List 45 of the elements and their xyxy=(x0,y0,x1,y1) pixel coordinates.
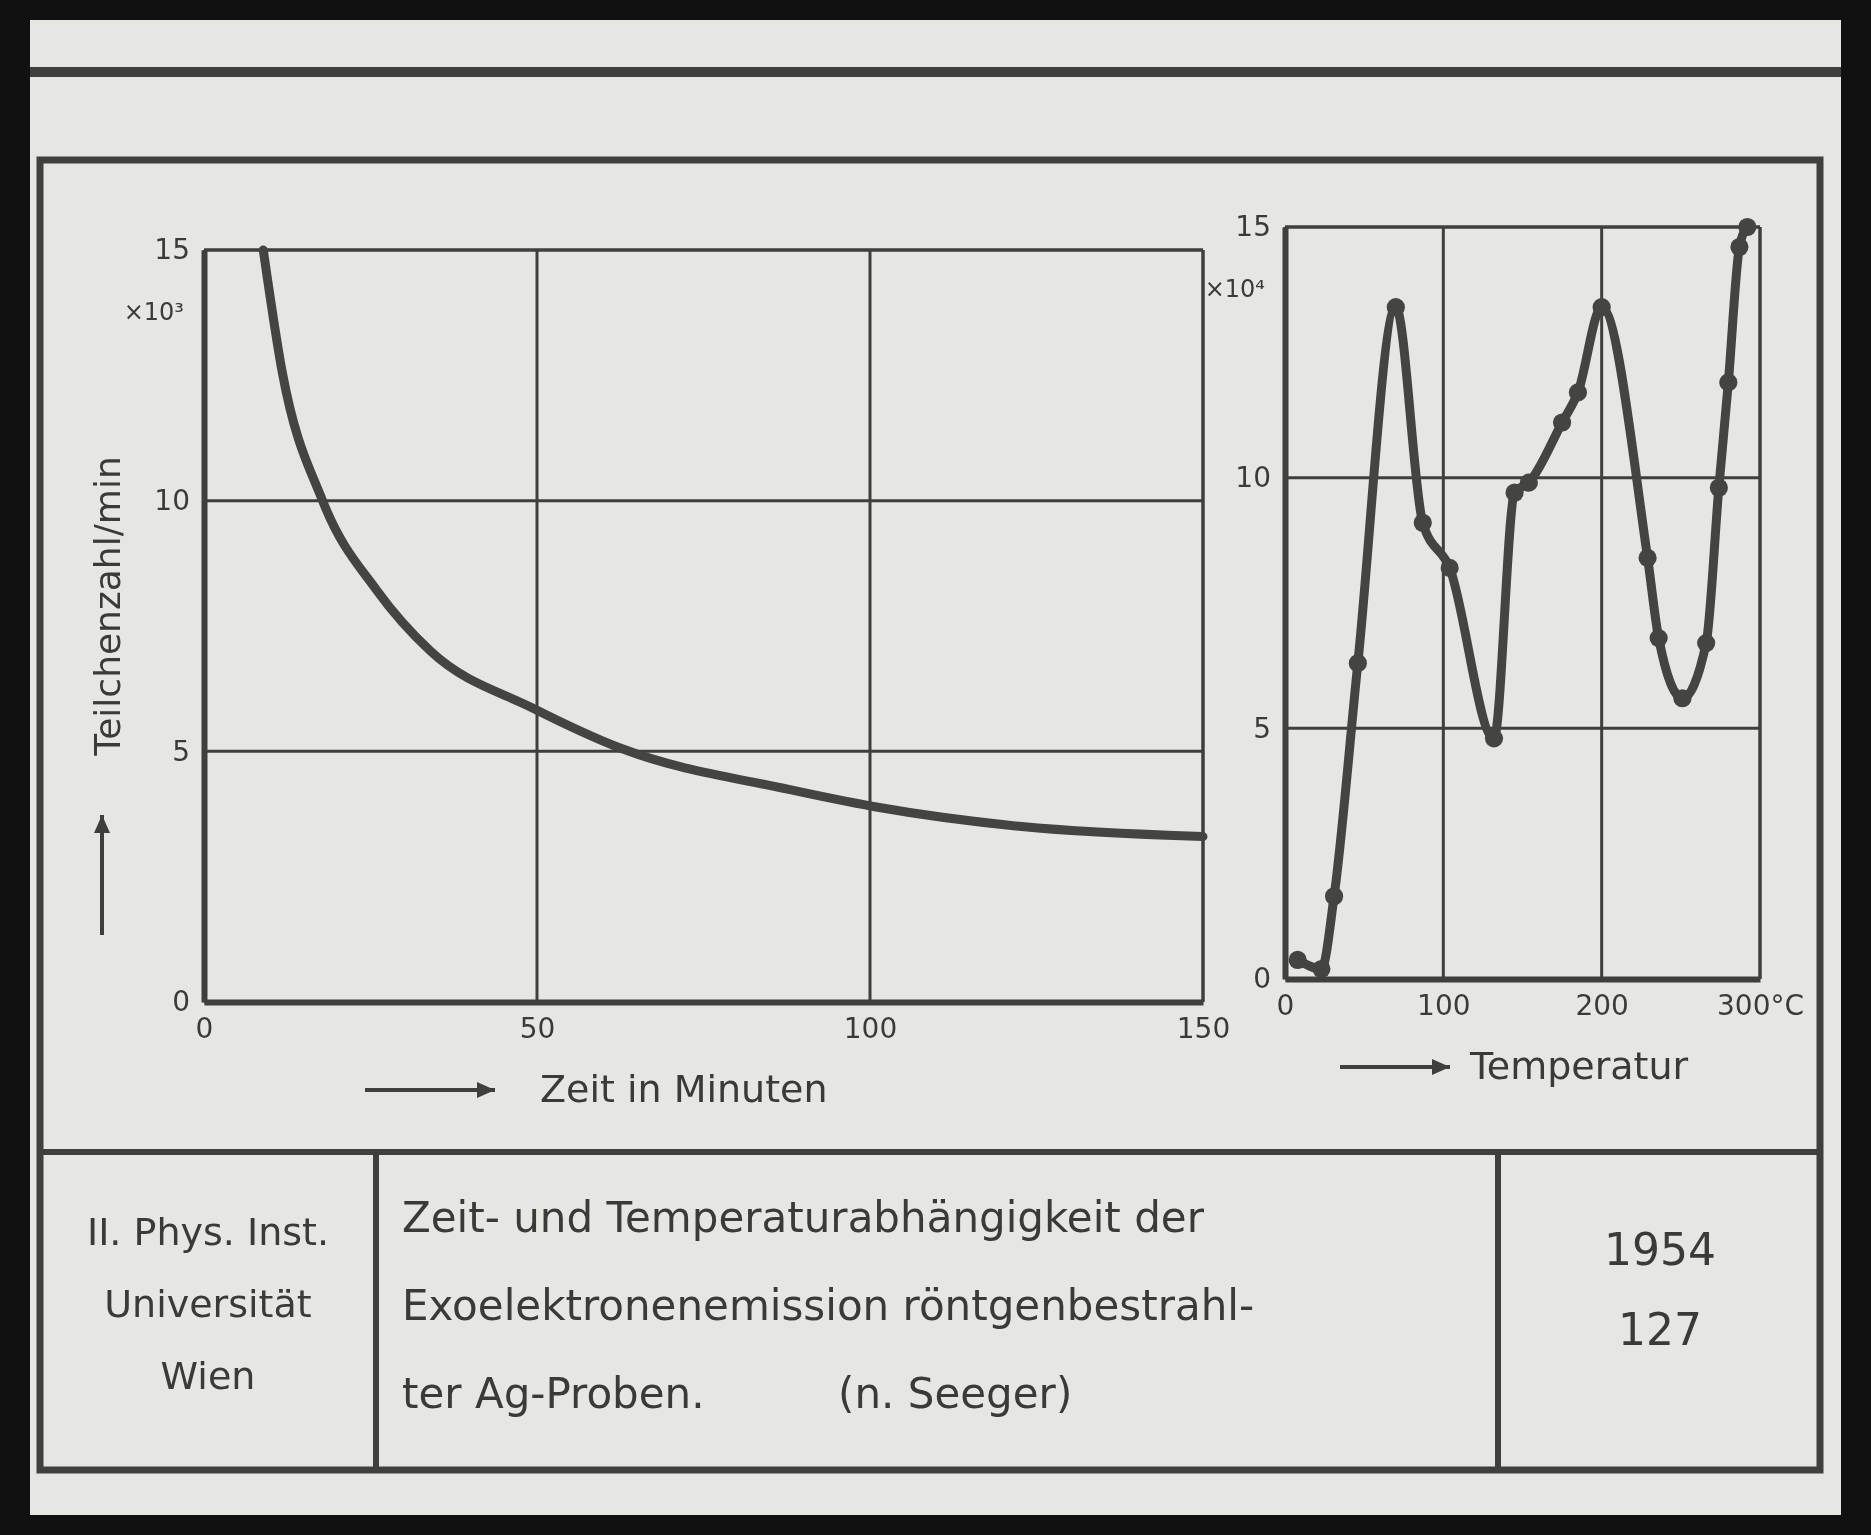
point xyxy=(1386,298,1405,317)
text: 1954 xyxy=(1604,1224,1716,1275)
text: 127 xyxy=(1618,1304,1702,1355)
x-tick-label: 0 xyxy=(195,1011,214,1045)
point xyxy=(1649,629,1668,648)
y-tick-label: 10 xyxy=(154,484,190,518)
x-tick-label: 100 xyxy=(1417,988,1471,1022)
point xyxy=(1552,413,1572,432)
point xyxy=(1568,383,1588,402)
y-axis-title: Teilchenzahl/min xyxy=(87,456,128,757)
point xyxy=(1592,298,1611,317)
x-tick-label: 100 xyxy=(843,1011,898,1045)
point xyxy=(1673,689,1692,708)
point xyxy=(1413,513,1432,532)
x-tick-label: 0 xyxy=(1276,988,1295,1022)
x-tick-label: 50 xyxy=(519,1011,556,1045)
x-axis-title: Temperatur xyxy=(1469,1044,1689,1088)
point xyxy=(1697,634,1716,653)
text: ×10⁴ xyxy=(1204,275,1265,303)
point xyxy=(1719,373,1738,392)
text: II. Phys. Inst. Universität Wien xyxy=(86,1210,330,1398)
y-tick-label: 15 xyxy=(1235,210,1271,244)
point xyxy=(1484,729,1504,748)
x-tick-label: 300°C xyxy=(1717,988,1804,1022)
point xyxy=(1440,558,1459,577)
x-tick-label: 200 xyxy=(1575,988,1629,1022)
text: Zeit- und Temperaturabhängigkeit der Exoelektronenemission röntgenbestrahl- ter Ag-Proben. (n. Seeger) xyxy=(402,1193,1255,1418)
x-axis-title: Zeit in Minuten xyxy=(540,1067,828,1111)
point xyxy=(1730,237,1749,257)
point xyxy=(1324,887,1344,906)
x-tick-label: 150 xyxy=(1176,1011,1231,1045)
point xyxy=(1288,950,1307,970)
point xyxy=(1505,483,1524,502)
y-tick-label: 0 xyxy=(1253,962,1271,996)
point xyxy=(1638,548,1657,567)
y-tick-label: 15 xyxy=(154,233,190,267)
point xyxy=(1709,478,1728,497)
point xyxy=(1348,654,1367,673)
y-tick-label: 10 xyxy=(1235,461,1271,495)
text: ×10³ xyxy=(123,298,184,326)
point xyxy=(1738,217,1757,237)
point xyxy=(1312,959,1331,979)
point xyxy=(1519,473,1538,492)
y-tick-label: 5 xyxy=(1253,711,1271,745)
y-tick-label: 5 xyxy=(172,734,190,768)
